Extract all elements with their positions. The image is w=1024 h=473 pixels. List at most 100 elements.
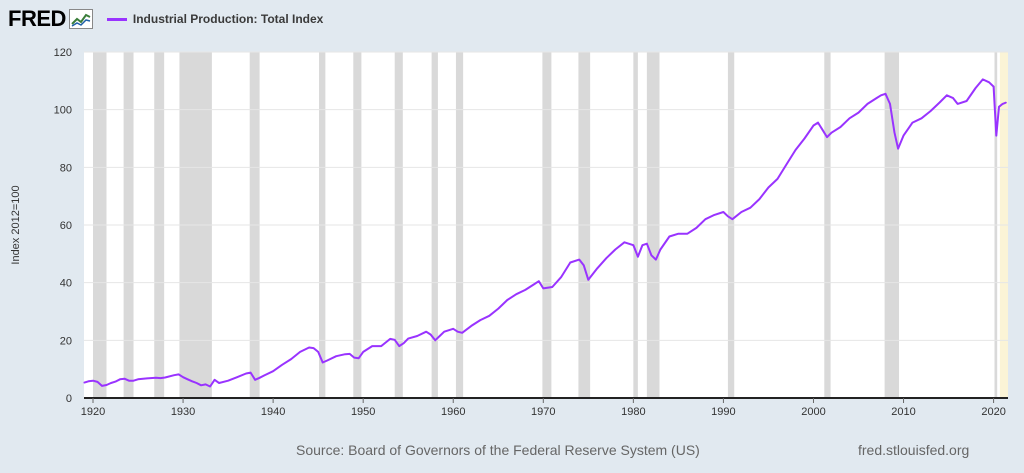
x-tick-label: 1940 bbox=[261, 406, 285, 418]
data-point bbox=[740, 211, 743, 213]
data-point bbox=[497, 308, 499, 310]
data-point bbox=[272, 370, 274, 372]
data-point bbox=[569, 261, 571, 264]
data-point bbox=[227, 380, 229, 382]
x-tick-label: 1970 bbox=[531, 406, 555, 418]
data-point bbox=[317, 351, 319, 353]
data-point bbox=[614, 248, 616, 251]
data-point bbox=[1005, 101, 1007, 104]
data-point bbox=[758, 198, 761, 200]
data-point bbox=[992, 86, 995, 88]
x-tick-label: 1960 bbox=[441, 406, 465, 418]
data-point bbox=[299, 351, 301, 353]
data-point bbox=[920, 117, 923, 119]
data-point bbox=[637, 256, 639, 258]
data-point bbox=[461, 332, 463, 334]
y-tick-label: 0 bbox=[66, 393, 72, 405]
y-tick-label: 100 bbox=[54, 105, 72, 117]
data-point bbox=[457, 331, 459, 333]
data-point bbox=[470, 325, 472, 327]
x-tick-label: 1930 bbox=[171, 406, 195, 418]
data-point bbox=[995, 135, 997, 137]
data-point bbox=[880, 94, 882, 96]
data-point bbox=[998, 106, 1000, 108]
data-point bbox=[101, 385, 103, 387]
data-point bbox=[596, 267, 598, 269]
data-point bbox=[407, 338, 409, 340]
data-point bbox=[889, 103, 891, 105]
data-point bbox=[164, 376, 166, 379]
data-point bbox=[668, 235, 670, 238]
data-point bbox=[281, 364, 283, 366]
data-point bbox=[322, 361, 324, 364]
data-point bbox=[893, 132, 896, 134]
data-point bbox=[344, 353, 346, 355]
data-point bbox=[794, 149, 797, 151]
data-point bbox=[182, 376, 184, 378]
data-point bbox=[434, 339, 436, 341]
data-point bbox=[524, 289, 526, 291]
data-point bbox=[952, 97, 954, 99]
data-point bbox=[785, 163, 788, 166]
data-point bbox=[655, 259, 657, 261]
data-point bbox=[988, 81, 990, 83]
data-point bbox=[830, 132, 833, 134]
data-point bbox=[430, 333, 432, 336]
data-point bbox=[128, 380, 130, 382]
data-point bbox=[416, 335, 418, 337]
chart-legend: Industrial Production: Total Index bbox=[106, 12, 323, 26]
y-tick-label: 80 bbox=[60, 162, 72, 174]
y-tick-label: 40 bbox=[60, 278, 72, 290]
source-url[interactable]: fred.stlouisfed.org bbox=[858, 442, 970, 458]
data-point bbox=[704, 218, 707, 220]
data-point bbox=[542, 287, 544, 290]
data-point bbox=[956, 103, 959, 105]
data-point bbox=[96, 381, 99, 383]
data-point bbox=[929, 110, 932, 112]
data-point bbox=[195, 382, 198, 384]
data-point bbox=[200, 384, 202, 386]
x-tick-label: 1920 bbox=[81, 406, 105, 418]
data-point bbox=[866, 103, 869, 105]
data-point bbox=[646, 243, 648, 245]
data-point bbox=[479, 319, 481, 321]
data-point bbox=[623, 241, 625, 243]
data-point bbox=[245, 372, 247, 375]
data-point bbox=[538, 280, 540, 282]
data-point bbox=[335, 355, 337, 357]
data-point bbox=[902, 135, 905, 137]
data-point bbox=[982, 78, 984, 80]
data-point bbox=[974, 87, 977, 89]
fred-logo[interactable]: FRED bbox=[8, 6, 66, 31]
data-point bbox=[605, 257, 607, 259]
data-point bbox=[443, 331, 445, 333]
data-point bbox=[583, 264, 585, 266]
data-point bbox=[380, 345, 382, 347]
data-point bbox=[394, 339, 396, 341]
data-point bbox=[213, 379, 216, 381]
y-tick-label: 60 bbox=[60, 220, 72, 232]
data-point bbox=[114, 380, 117, 383]
data-point bbox=[259, 377, 261, 379]
data-point bbox=[186, 378, 189, 380]
data-point bbox=[578, 259, 580, 261]
data-point bbox=[659, 248, 661, 251]
data-point bbox=[884, 93, 887, 95]
data-point bbox=[965, 100, 968, 102]
data-point bbox=[632, 244, 634, 246]
data-point bbox=[173, 374, 175, 376]
series-line bbox=[83, 78, 1007, 388]
x-tick-label: 1950 bbox=[351, 406, 375, 418]
data-point bbox=[236, 376, 238, 378]
data-point bbox=[686, 233, 688, 235]
data-point bbox=[749, 207, 752, 209]
x-tick-label: 1980 bbox=[621, 406, 645, 418]
data-point bbox=[677, 233, 679, 235]
data-point bbox=[695, 227, 697, 229]
data-point bbox=[848, 117, 851, 119]
data-point bbox=[533, 283, 535, 285]
data-point bbox=[105, 384, 108, 386]
data-point bbox=[403, 342, 405, 344]
data-point bbox=[87, 380, 90, 382]
